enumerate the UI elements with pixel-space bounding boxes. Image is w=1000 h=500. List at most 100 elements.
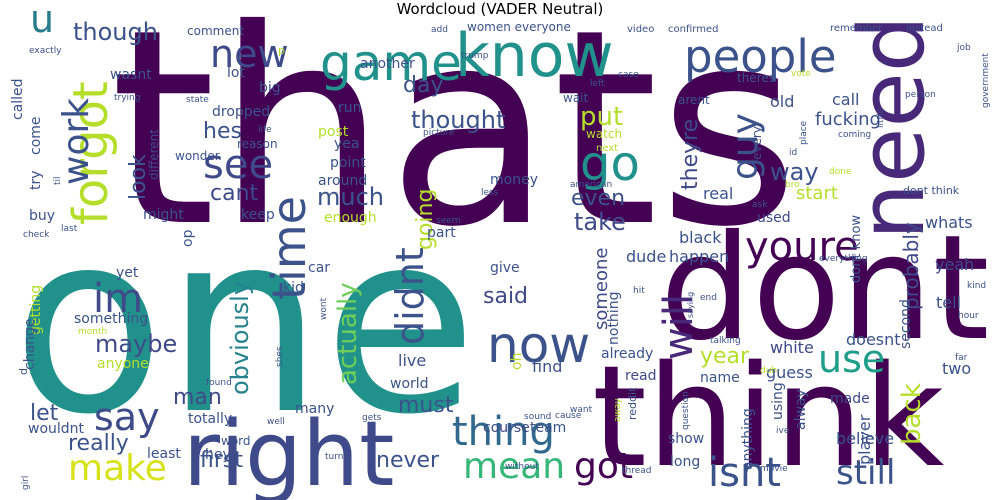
word-reddit: reddit	[626, 387, 639, 420]
word-using: using	[770, 382, 786, 420]
word-see: see	[203, 142, 273, 188]
word-government: government	[981, 53, 991, 108]
word-must: must	[398, 393, 454, 418]
word-getting: getting	[28, 285, 44, 335]
word-dont-know: dont know	[849, 215, 864, 283]
word-sound: sound	[524, 412, 551, 422]
word-name: name	[700, 370, 740, 386]
word-without: without	[505, 462, 539, 472]
word-forgot: forgot	[63, 81, 119, 225]
word-obviously: obviously	[226, 281, 254, 395]
word-case: case	[618, 70, 639, 80]
word-need: need	[840, 15, 945, 240]
word-go: go	[580, 136, 640, 192]
word-way: way	[770, 158, 819, 186]
word-think: think	[592, 336, 944, 499]
word-saying: saying	[686, 292, 695, 318]
word-reason: reason	[237, 137, 278, 151]
word-read: read	[625, 368, 657, 384]
word-tell: tell	[936, 293, 961, 312]
word-bro: bro	[785, 180, 800, 190]
word-time: time	[262, 196, 316, 300]
word-anything: anything	[740, 408, 756, 470]
word-confirmed: confirmed	[668, 24, 718, 35]
word-make: make	[68, 448, 167, 489]
word-thats: thats	[110, 0, 799, 286]
word-movie: movie	[760, 464, 788, 474]
word-everything: everything	[819, 254, 868, 264]
word-video: video	[627, 24, 654, 35]
word-right: right	[183, 402, 394, 500]
word-two: two	[942, 359, 971, 378]
word-might: might	[143, 207, 184, 223]
word-course: course	[483, 420, 530, 436]
word-wait: wait	[563, 91, 589, 105]
word-put: put	[580, 102, 623, 132]
word-next: next	[596, 143, 618, 154]
word-will: will	[656, 294, 702, 360]
word-shes: shes	[275, 346, 285, 367]
word-place: place	[799, 120, 809, 145]
word-women-everyone: women everyone	[467, 20, 571, 34]
word-live: live	[398, 351, 426, 370]
word-op: op	[180, 229, 196, 247]
word-though: though	[73, 18, 158, 46]
word-already: already	[601, 346, 653, 362]
word-never: never	[376, 448, 440, 473]
word-instead: instead	[906, 23, 943, 34]
word-ask: ask	[752, 200, 768, 210]
word-dropped: dropped	[212, 104, 270, 120]
word-done: done	[829, 167, 852, 177]
word-car: car	[308, 260, 330, 276]
word-vote: vote	[791, 69, 811, 79]
word-someone: someone	[591, 248, 612, 331]
word-start: start	[796, 183, 838, 204]
word-less: less	[481, 188, 499, 198]
word-much: much	[317, 183, 384, 211]
word-happen: happen	[669, 247, 729, 266]
word-wont: wont	[319, 297, 329, 320]
word-point: point	[330, 155, 366, 171]
word-first: first	[200, 448, 243, 473]
word-really: really	[68, 431, 129, 456]
word-u: u	[30, 0, 54, 41]
word-cause: cause	[555, 411, 582, 421]
word-check: check	[23, 230, 50, 240]
word-isnt: isnt	[708, 450, 781, 496]
word-yea: yea	[334, 136, 359, 152]
word-made: made	[830, 391, 870, 407]
word-dont: dont	[660, 204, 990, 373]
word-thought: thought	[411, 106, 505, 134]
word-one: one	[12, 178, 477, 469]
word-different: different	[147, 129, 161, 180]
word-talking: talking	[710, 336, 741, 346]
word-hit: hit	[633, 286, 645, 296]
word-cant: cant	[210, 181, 259, 206]
word-people: people	[684, 30, 837, 83]
word-seem: seem	[436, 216, 461, 226]
word-exactly: exactly	[29, 46, 62, 56]
word-something: something	[74, 311, 148, 327]
word-money: money	[490, 172, 538, 188]
word-got: got	[574, 446, 633, 487]
word-turn: turn	[325, 452, 343, 462]
word-even: even	[571, 186, 625, 211]
word-around: around	[318, 173, 367, 189]
word-p: p	[278, 44, 285, 57]
word-say: say	[94, 395, 160, 439]
word-duh: duh	[760, 366, 777, 376]
word-wonder: wonder	[175, 149, 220, 163]
word-lot: lot	[227, 65, 245, 81]
word-id: id	[789, 148, 797, 158]
word-another: another	[360, 56, 415, 72]
word-question: question	[681, 391, 691, 430]
word-show: show	[668, 431, 704, 447]
word-many: many	[295, 401, 334, 417]
word-american: american	[570, 180, 612, 190]
word-comment: comment	[187, 24, 244, 38]
word-whats: whats	[925, 213, 973, 232]
word-wouldnt: wouldnt	[28, 421, 85, 437]
word-didnt: didnt	[388, 247, 432, 345]
word-back: back	[897, 383, 927, 445]
word-well: well	[267, 417, 285, 427]
